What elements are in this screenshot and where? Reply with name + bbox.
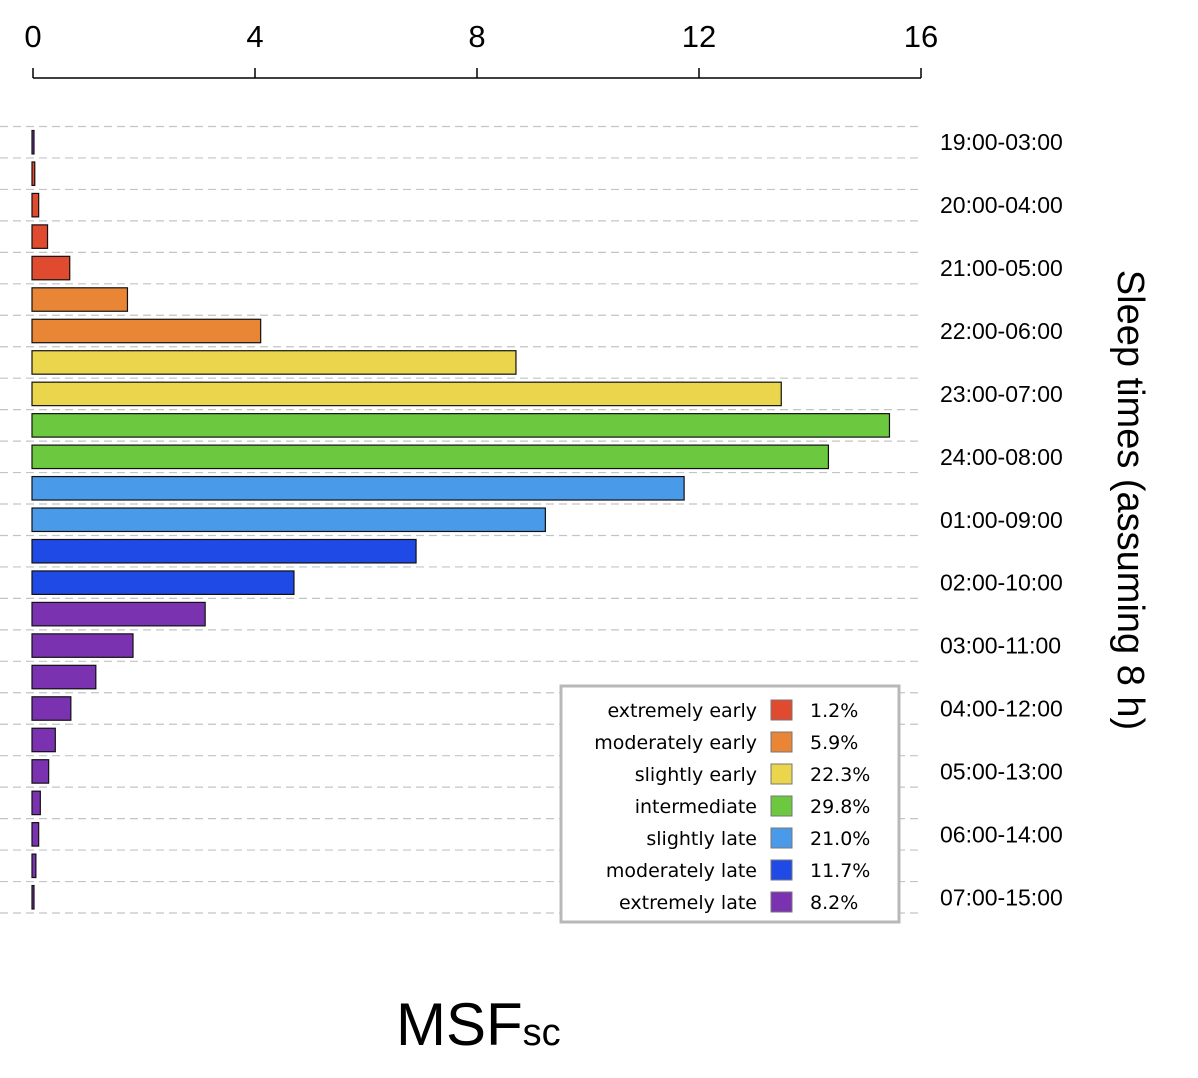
legend-label: slightly late: [646, 828, 757, 850]
legend-percent: 1.2%: [810, 700, 858, 722]
bar: [31, 287, 129, 312]
category-label: 03:00-11:00: [940, 633, 1061, 659]
legend-swatch: [770, 763, 793, 785]
category-label: 04:00-12:00: [940, 696, 1063, 722]
bar: [31, 192, 40, 218]
legend-percent: 29.8%: [810, 796, 870, 818]
bar: [31, 129, 35, 155]
legend-label: extremely late: [619, 892, 757, 914]
category-label: 02:00-10:00: [940, 570, 1063, 596]
bar: [31, 538, 417, 564]
bar: [31, 224, 49, 249]
legend-label: extremely early: [607, 700, 757, 722]
x-tick-label: 12: [682, 19, 716, 54]
legend-swatch: [770, 795, 793, 817]
category-label: 22:00-06:00: [940, 318, 1063, 344]
bar: [31, 507, 546, 533]
bar: [31, 381, 782, 407]
category-label: 07:00-15:00: [940, 884, 1063, 910]
legend-swatch: [770, 891, 793, 913]
bar: [31, 444, 830, 470]
legend-swatch: [770, 731, 793, 753]
category-label: 06:00-14:00: [940, 821, 1063, 847]
bar: [31, 255, 71, 281]
legend-percent: 22.3%: [810, 764, 870, 786]
legend-percent: 8.2%: [810, 892, 858, 914]
bar: [31, 664, 97, 690]
legend-label: moderately early: [594, 732, 757, 754]
category-label: 05:00-13:00: [940, 758, 1063, 784]
x-tick-label: 8: [468, 19, 485, 54]
x-tick-label: 16: [904, 19, 938, 54]
legend-swatch: [770, 827, 793, 849]
bar: [31, 853, 37, 879]
bar: [31, 884, 35, 910]
legend-percent: 5.9%: [810, 732, 858, 754]
bar: [31, 790, 41, 816]
legend-percent: 21.0%: [810, 828, 870, 850]
x-axis-title: MSFsc: [396, 991, 561, 1058]
category-label: 21:00-05:00: [940, 255, 1063, 281]
bar: [31, 727, 56, 753]
bar: [31, 475, 685, 501]
legend-label: moderately late: [606, 860, 757, 882]
bar: [31, 601, 206, 627]
x-axis-title-subscript: sc: [523, 1012, 561, 1054]
bar: [31, 696, 72, 721]
bar: [31, 759, 50, 784]
legend: extremely early 1.2% moderately early 5.9% s…: [559, 684, 901, 924]
bar: [31, 350, 517, 375]
x-tick-label: 0: [24, 19, 41, 54]
bar: [31, 570, 295, 596]
x-axis-title-main: MSF: [396, 991, 523, 1058]
category-label: 19:00-03:00: [940, 129, 1063, 155]
y-axis-title: Sleep times (assuming 8 h): [1109, 270, 1151, 730]
bars: [31, 129, 891, 910]
bar: [31, 318, 262, 344]
category-labels: 19:00-03:00 20:00-04:00 21:00-05:00 22:00-0…: [940, 129, 1063, 910]
x-tick-label: 4: [246, 19, 263, 54]
bar: [31, 413, 891, 438]
bar: [31, 822, 40, 847]
legend-box: [559, 684, 901, 924]
legend-label: slightly early: [635, 764, 757, 786]
x-axis: 0 4 8 12 16: [24, 19, 938, 79]
legend-swatch: [770, 859, 793, 881]
category-label: 01:00-09:00: [940, 507, 1063, 533]
bar: [31, 633, 134, 658]
category-label: 24:00-08:00: [940, 444, 1063, 470]
bar: [31, 161, 36, 187]
legend-percent: 11.7%: [810, 860, 870, 882]
legend-label: intermediate: [635, 796, 757, 818]
category-label: 20:00-04:00: [940, 192, 1063, 218]
legend-swatch: [770, 699, 793, 721]
category-label: 23:00-07:00: [940, 381, 1063, 407]
